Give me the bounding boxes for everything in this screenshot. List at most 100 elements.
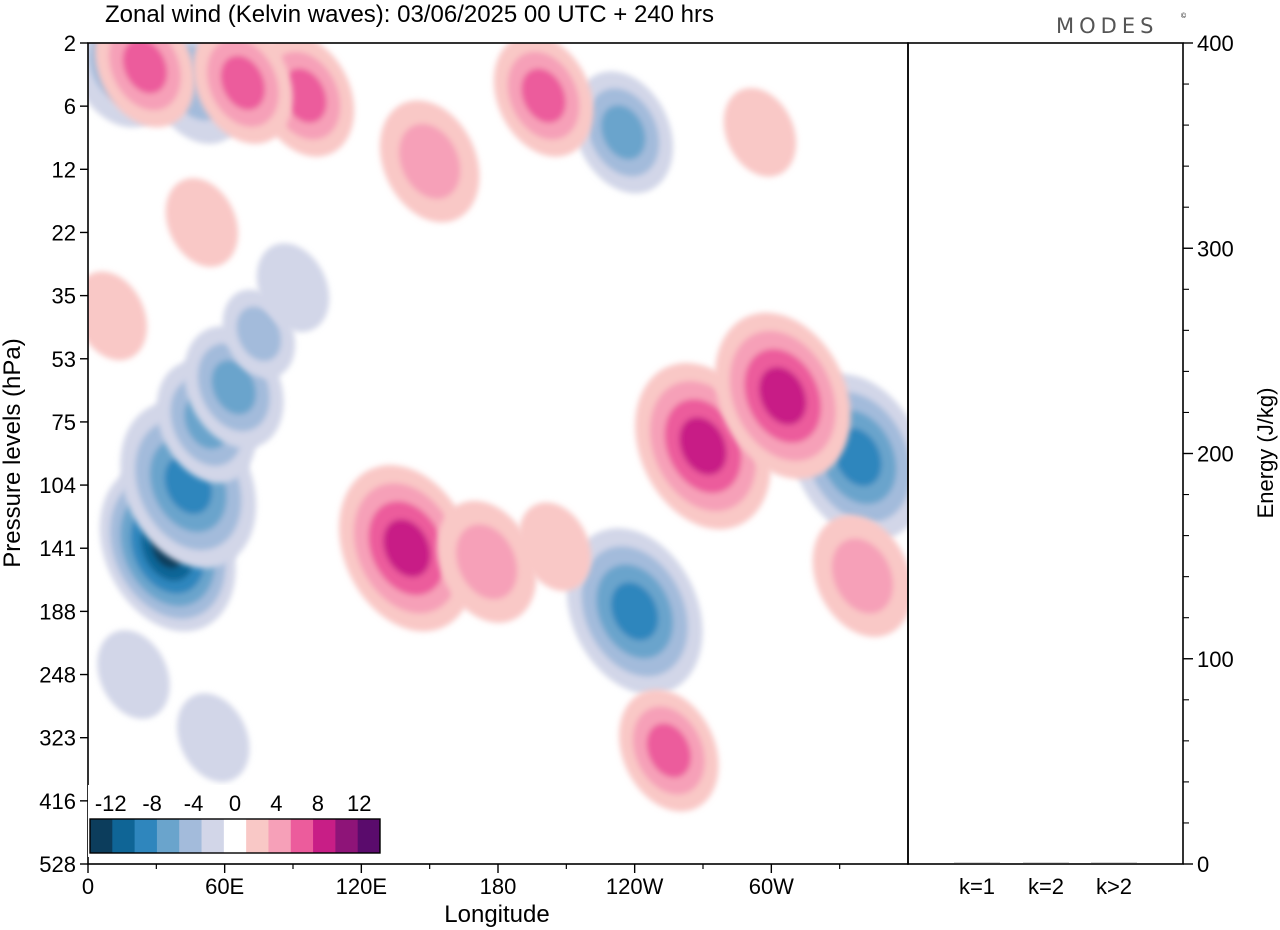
westerly-anomaly <box>193 43 293 144</box>
anomaly-contour-band <box>256 243 330 332</box>
westerly-anomaly <box>379 100 480 223</box>
anomaly-contour-band <box>646 723 691 778</box>
westerly-anomaly <box>723 87 797 177</box>
anomaly-contour-band <box>831 538 894 614</box>
pressure-tick-label: 22 <box>52 220 76 245</box>
energy-bar <box>1091 862 1137 864</box>
colorbar-swatch <box>290 819 314 853</box>
anomaly-contour-band <box>399 123 461 199</box>
anomaly-contour-band <box>601 105 646 160</box>
colorbar-swatch <box>90 819 113 853</box>
westerly-anomaly <box>518 502 592 592</box>
westerly-anomaly <box>165 178 239 267</box>
anomaly-contour-band <box>220 55 266 110</box>
westerly-anomaly <box>812 514 908 638</box>
pressure-axis: 2 6 12 22 35 53 75 104 141 188 248 323 416 528 <box>39 31 88 877</box>
longitude-tick-label: 180 <box>480 874 517 899</box>
anomaly-contour-band <box>165 178 239 267</box>
easterly-anomaly <box>256 243 330 332</box>
y-axis-label: Pressure levels (hPa) <box>0 338 26 567</box>
energy-category-label: k=2 <box>1028 874 1064 899</box>
pressure-tick-label: 323 <box>39 726 76 751</box>
pressure-tick-label: 104 <box>39 473 76 498</box>
colorbar-label: 4 <box>270 791 282 816</box>
longitude-axis: 0 60E 120E 180 120W 60W <box>82 864 841 899</box>
energy-bars: k=1 k=2 k>2 <box>954 862 1137 899</box>
colorbar-swatch <box>156 819 180 853</box>
energy-tick-label: 100 <box>1197 647 1234 672</box>
brand-mark: © <box>1181 12 1187 20</box>
colorbar-label: 8 <box>312 791 324 816</box>
westerly-anomaly <box>436 500 537 623</box>
westerly-anomaly <box>88 271 147 361</box>
colorbar: -12 -8 -4 0 4 8 12 <box>88 785 384 857</box>
pressure-tick-label: 141 <box>39 536 76 561</box>
colorbar-label: -4 <box>184 791 204 816</box>
wind-anomaly-field <box>88 43 908 812</box>
energy-tick-label: 0 <box>1197 852 1209 877</box>
pressure-tick-label: 528 <box>39 852 76 877</box>
pressure-tick-label: 35 <box>52 284 76 309</box>
brand-wordmark: MODES <box>1056 14 1158 38</box>
pressure-tick-label: 248 <box>39 663 76 688</box>
longitude-tick-label: 120W <box>606 874 664 899</box>
anomaly-contour-band <box>723 87 797 177</box>
anomaly-contour-band <box>383 519 431 578</box>
energy-tick-label: 200 <box>1197 442 1234 467</box>
westerly-anomaly <box>714 312 851 480</box>
colorbar-label: 12 <box>347 791 371 816</box>
anomaly-contour-band <box>122 43 168 94</box>
colorbar-label: -12 <box>95 791 127 816</box>
anomaly-contour-band <box>282 68 327 123</box>
easterly-anomaly <box>573 71 674 194</box>
colorbar-swatch <box>112 819 136 853</box>
anomaly-contour-band <box>521 68 566 123</box>
westerly-anomaly <box>493 43 594 157</box>
colorbar-swatch <box>313 819 336 853</box>
colorbar-swatch <box>246 819 269 853</box>
colorbar-swatch <box>134 819 158 853</box>
longitude-tick-label: 120E <box>336 874 387 899</box>
westerly-anomaly <box>338 465 475 632</box>
energy-axis: 0 100 200 300 400 <box>1183 31 1234 877</box>
energy-bar <box>954 862 1000 864</box>
anomaly-contour-band <box>518 502 592 592</box>
colorbar-swatch <box>335 819 359 853</box>
westerly-anomaly <box>95 43 195 128</box>
colorbar-label: 0 <box>229 791 241 816</box>
energy-tick-label: 300 <box>1197 236 1234 261</box>
energy-tick-label: 400 <box>1197 31 1234 56</box>
anomaly-contour-band <box>97 630 170 719</box>
colorbar-swatch <box>179 819 203 853</box>
anomaly-contour-band <box>88 271 147 361</box>
pressure-tick-label: 188 <box>39 599 76 624</box>
x-axis-label: Longitude <box>444 901 549 928</box>
energy-category-label: k>2 <box>1096 874 1132 899</box>
anomaly-contour-band <box>759 366 807 425</box>
easterly-anomaly <box>566 528 703 695</box>
energy-category-label: k=1 <box>959 874 995 899</box>
anomaly-contour-band <box>611 582 659 641</box>
westerly-anomaly <box>619 689 719 812</box>
colorbar-swatch <box>357 819 381 853</box>
longitude-tick-label: 60W <box>749 874 794 899</box>
anomaly-contour-band <box>455 524 518 600</box>
pressure-tick-label: 6 <box>64 94 76 119</box>
energy-bar <box>1023 862 1069 864</box>
anomaly-contour-band <box>236 306 282 362</box>
pressure-tick-label: 75 <box>52 410 76 435</box>
colorbar-swatch <box>201 819 225 853</box>
chart-title: Zonal wind (Kelvin waves): 03/06/2025 00… <box>105 1 714 28</box>
colorbar-frame <box>89 818 381 854</box>
energy-axis-label: Energy (J/kg) <box>1253 388 1278 519</box>
colorbar-label: -8 <box>142 791 162 816</box>
energy-panel-frame <box>907 42 1184 865</box>
colorbar-swatch <box>223 819 247 853</box>
pressure-tick-label: 2 <box>64 31 76 56</box>
longitude-tick-label: 0 <box>82 874 94 899</box>
pressure-tick-label: 12 <box>52 157 76 182</box>
pressure-tick-label: 53 <box>52 347 76 372</box>
anomaly-contour-band <box>177 693 250 783</box>
anomaly-contour-band <box>679 417 727 476</box>
